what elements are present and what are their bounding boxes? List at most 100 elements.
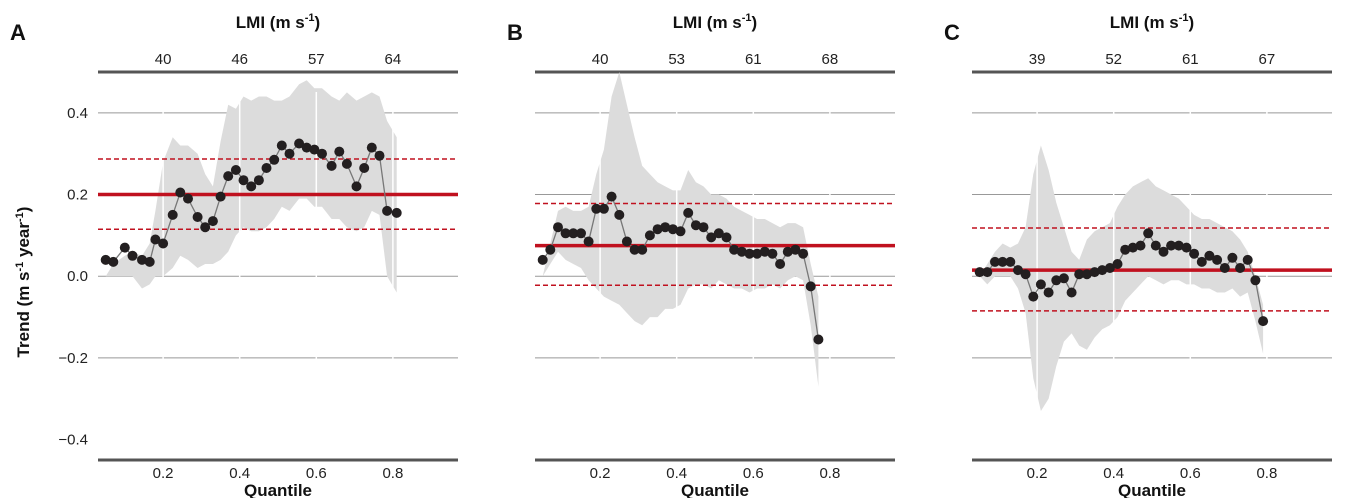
x-tick-label: 0.6 <box>743 465 764 482</box>
data-point <box>1043 287 1054 298</box>
data-point <box>713 228 724 239</box>
data-point <box>351 181 362 192</box>
data-point <box>230 165 241 175</box>
data-point <box>621 236 632 247</box>
data-point <box>1081 269 1092 280</box>
data-point <box>782 246 793 257</box>
data-point <box>246 181 257 192</box>
top-tick-label: 46 <box>231 51 248 68</box>
panel-b: B LMI (m s-1) 40 53 61 68 0.2 0.4 0.6 0.8 Quantile <box>507 12 895 498</box>
x-tick-label: 0.8 <box>382 465 403 482</box>
data-point <box>175 187 186 198</box>
data-point <box>284 148 295 159</box>
x-tick-label: 0.4 <box>666 465 687 482</box>
data-point <box>744 248 755 259</box>
data-point <box>137 254 147 265</box>
data-point <box>1058 273 1069 284</box>
data-point <box>790 244 801 255</box>
data-point <box>560 228 571 239</box>
data-point <box>675 226 686 237</box>
data-point <box>1028 291 1039 302</box>
data-point <box>1035 279 1046 290</box>
data-point <box>1150 240 1161 251</box>
data-point <box>759 246 770 257</box>
data-point <box>1181 242 1192 253</box>
top-tick-label: 52 <box>1105 51 1122 68</box>
data-point <box>1196 256 1207 267</box>
data-point <box>150 234 161 245</box>
data-point <box>1242 254 1253 265</box>
data-point <box>192 212 203 222</box>
x-axis-label: Quantile <box>1118 481 1186 498</box>
data-point <box>721 232 732 243</box>
data-point <box>253 175 264 186</box>
data-point <box>767 248 778 259</box>
data-point <box>183 193 193 204</box>
panel-letter: B <box>507 20 523 45</box>
data-point <box>644 230 655 241</box>
x-tick-label: 0.4 <box>229 465 250 482</box>
top-tick-label: 39 <box>1029 51 1046 68</box>
data-point <box>1074 269 1085 280</box>
data-point <box>990 256 1000 267</box>
data-point <box>690 220 701 231</box>
data-point <box>583 236 594 247</box>
data-point <box>366 142 377 153</box>
top-tick-label: 64 <box>385 51 402 68</box>
data-point <box>326 160 337 171</box>
data-point <box>238 175 249 186</box>
data-point <box>1013 265 1023 276</box>
data-point <box>982 267 993 278</box>
x-tick-label: 0.8 <box>1256 465 1277 482</box>
data-point <box>309 144 320 155</box>
data-point <box>1097 265 1108 276</box>
top-tick-label: 53 <box>668 51 685 68</box>
data-point <box>108 256 119 267</box>
y-tick-label: −0.4 <box>58 432 88 449</box>
data-point <box>127 250 138 261</box>
data-point <box>1020 269 1031 280</box>
data-point <box>614 209 625 220</box>
top-tick-label: 40 <box>592 51 609 68</box>
top-tick-label: 68 <box>822 51 839 68</box>
data-point <box>341 158 352 169</box>
data-point <box>100 254 111 265</box>
data-point <box>317 148 327 159</box>
data-point <box>1127 242 1138 253</box>
data-point <box>1112 259 1123 269</box>
data-point <box>200 222 211 233</box>
data-point <box>1227 252 1238 263</box>
data-point <box>537 254 548 265</box>
data-point <box>374 150 385 161</box>
data-point <box>1250 275 1261 286</box>
data-point <box>334 146 345 157</box>
data-point <box>813 334 824 345</box>
x-axis-label: Quantile <box>681 481 749 498</box>
data-point <box>545 244 556 255</box>
y-tick-label: 0.2 <box>67 187 88 204</box>
panel-letter: A <box>10 20 26 45</box>
data-point <box>629 244 640 255</box>
data-point <box>576 228 586 239</box>
data-point <box>660 222 671 233</box>
data-point <box>1258 316 1269 327</box>
data-point <box>698 222 709 233</box>
top-axis-title: LMI (m s-1) <box>1110 12 1194 32</box>
data-point <box>591 203 602 214</box>
data-point <box>1219 263 1230 273</box>
data-point <box>1051 275 1062 286</box>
data-point <box>1089 267 1100 278</box>
data-point <box>207 216 218 227</box>
data-point <box>294 138 305 149</box>
data-point <box>606 191 617 202</box>
data-point <box>1005 256 1016 267</box>
data-point <box>553 222 563 233</box>
data-point <box>729 244 740 255</box>
x-tick-label: 0.6 <box>1180 465 1201 482</box>
data-point <box>391 207 402 218</box>
data-point <box>261 163 272 173</box>
data-point <box>568 228 579 239</box>
data-point <box>1120 244 1131 255</box>
data-point <box>1135 240 1146 251</box>
data-point <box>805 281 816 292</box>
